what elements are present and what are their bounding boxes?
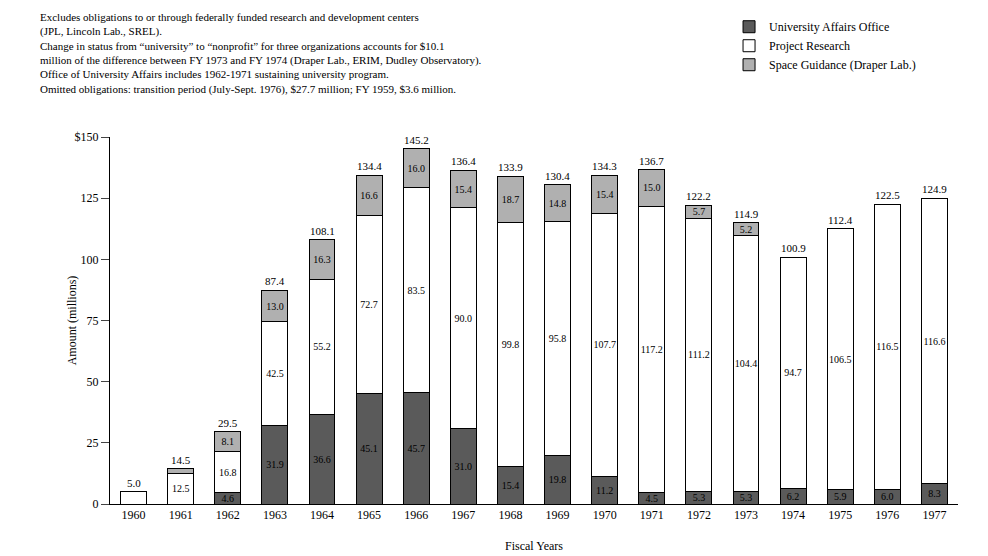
svg-text:36.6: 36.6 <box>313 454 331 465</box>
svg-text:31.0: 31.0 <box>455 461 473 472</box>
svg-text:6.2: 6.2 <box>787 491 800 502</box>
svg-text:116.5: 116.5 <box>876 341 898 352</box>
svg-text:1964: 1964 <box>310 508 334 522</box>
svg-text:1968: 1968 <box>498 508 522 522</box>
svg-text:87.4: 87.4 <box>265 275 285 287</box>
svg-text:Fiscal Years: Fiscal Years <box>505 539 563 553</box>
svg-text:16.3: 16.3 <box>313 254 331 265</box>
svg-text:99.8: 99.8 <box>502 339 520 350</box>
svg-text:31.9: 31.9 <box>266 459 284 470</box>
svg-text:122.5: 122.5 <box>875 189 900 201</box>
svg-text:8.1: 8.1 <box>222 436 235 447</box>
svg-text:75: 75 <box>87 314 99 328</box>
svg-text:116.6: 116.6 <box>923 336 945 347</box>
svg-text:1966: 1966 <box>404 508 428 522</box>
svg-text:108.1: 108.1 <box>310 225 335 237</box>
svg-text:4.6: 4.6 <box>222 493 235 504</box>
svg-text:25: 25 <box>87 436 99 450</box>
svg-text:1974: 1974 <box>781 508 805 522</box>
svg-text:16.0: 16.0 <box>407 163 425 174</box>
svg-text:29.5: 29.5 <box>218 417 238 429</box>
svg-text:5.9: 5.9 <box>834 491 847 502</box>
svg-text:55.2: 55.2 <box>313 341 331 352</box>
svg-text:Excludes obligations to or thr: Excludes obligations to or through feder… <box>40 11 482 96</box>
svg-text:107.7: 107.7 <box>593 339 616 350</box>
svg-text:83.5: 83.5 <box>407 285 425 296</box>
svg-text:1976: 1976 <box>875 508 899 522</box>
svg-text:4.5: 4.5 <box>646 493 659 504</box>
svg-text:125: 125 <box>81 191 99 205</box>
svg-text:94.7: 94.7 <box>784 367 802 378</box>
svg-text:133.9: 133.9 <box>498 161 523 173</box>
svg-text:15.0: 15.0 <box>643 182 661 193</box>
svg-text:6.0: 6.0 <box>881 491 894 502</box>
svg-text:0: 0 <box>93 497 99 511</box>
svg-text:1977: 1977 <box>922 508 946 522</box>
svg-text:5.3: 5.3 <box>740 492 753 503</box>
svg-text:13.0: 13.0 <box>266 301 284 312</box>
svg-text:5.2: 5.2 <box>740 224 753 235</box>
svg-text:8.3: 8.3 <box>928 488 941 499</box>
svg-text:15.4: 15.4 <box>502 480 520 491</box>
svg-text:1965: 1965 <box>357 508 381 522</box>
svg-text:Space Guidance (Draper Lab.): Space Guidance (Draper Lab.) <box>769 58 916 72</box>
svg-text:90.0: 90.0 <box>455 313 473 324</box>
svg-text:Project Research: Project Research <box>769 39 850 53</box>
svg-text:19.8: 19.8 <box>549 474 567 485</box>
svg-text:1961: 1961 <box>169 508 193 522</box>
svg-text:106.5: 106.5 <box>829 354 852 365</box>
svg-text:Amount (millions): Amount (millions) <box>65 276 79 366</box>
svg-text:100: 100 <box>81 253 99 267</box>
svg-text:15.4: 15.4 <box>455 184 473 195</box>
svg-text:11.2: 11.2 <box>596 485 613 496</box>
svg-text:42.5: 42.5 <box>266 368 284 379</box>
svg-text:130.4: 130.4 <box>545 170 570 182</box>
svg-text:1973: 1973 <box>734 508 758 522</box>
svg-text:124.9: 124.9 <box>922 183 947 195</box>
svg-text:136.7: 136.7 <box>639 155 664 167</box>
svg-text:72.7: 72.7 <box>360 299 378 310</box>
svg-text:100.9: 100.9 <box>781 242 806 254</box>
svg-text:1963: 1963 <box>263 508 287 522</box>
svg-text:16.6: 16.6 <box>360 190 378 201</box>
svg-text:145.2: 145.2 <box>404 134 429 146</box>
svg-text:1960: 1960 <box>122 508 146 522</box>
svg-text:14.8: 14.8 <box>549 198 567 209</box>
svg-text:1967: 1967 <box>451 508 475 522</box>
svg-text:14.5: 14.5 <box>171 454 191 466</box>
svg-text:1969: 1969 <box>546 508 570 522</box>
svg-text:1975: 1975 <box>828 508 852 522</box>
svg-text:117.2: 117.2 <box>641 344 663 355</box>
svg-text:16.8: 16.8 <box>219 467 237 478</box>
svg-text:134.3: 134.3 <box>592 160 617 172</box>
svg-text:$150: $150 <box>75 130 99 144</box>
svg-text:12.5: 12.5 <box>172 483 190 494</box>
svg-text:5.0: 5.0 <box>127 477 141 489</box>
svg-text:1970: 1970 <box>593 508 617 522</box>
svg-text:5.3: 5.3 <box>693 492 706 503</box>
svg-text:5.7: 5.7 <box>693 206 706 217</box>
svg-text:18.7: 18.7 <box>502 194 520 205</box>
svg-text:114.9: 114.9 <box>734 208 759 220</box>
svg-text:University Affairs Office: University Affairs Office <box>769 20 889 34</box>
svg-text:50: 50 <box>87 375 99 389</box>
svg-text:111.2: 111.2 <box>688 349 710 360</box>
svg-text:45.7: 45.7 <box>407 443 425 454</box>
svg-text:15.4: 15.4 <box>596 189 614 200</box>
svg-text:95.8: 95.8 <box>549 333 567 344</box>
svg-text:1971: 1971 <box>640 508 664 522</box>
svg-text:1962: 1962 <box>216 508 240 522</box>
svg-text:104.4: 104.4 <box>735 358 758 369</box>
svg-text:136.4: 136.4 <box>451 155 476 167</box>
svg-text:45.1: 45.1 <box>360 443 378 454</box>
svg-text:134.4: 134.4 <box>357 160 382 172</box>
svg-text:112.4: 112.4 <box>828 214 853 226</box>
svg-text:1972: 1972 <box>687 508 711 522</box>
svg-text:122.2: 122.2 <box>686 190 711 202</box>
